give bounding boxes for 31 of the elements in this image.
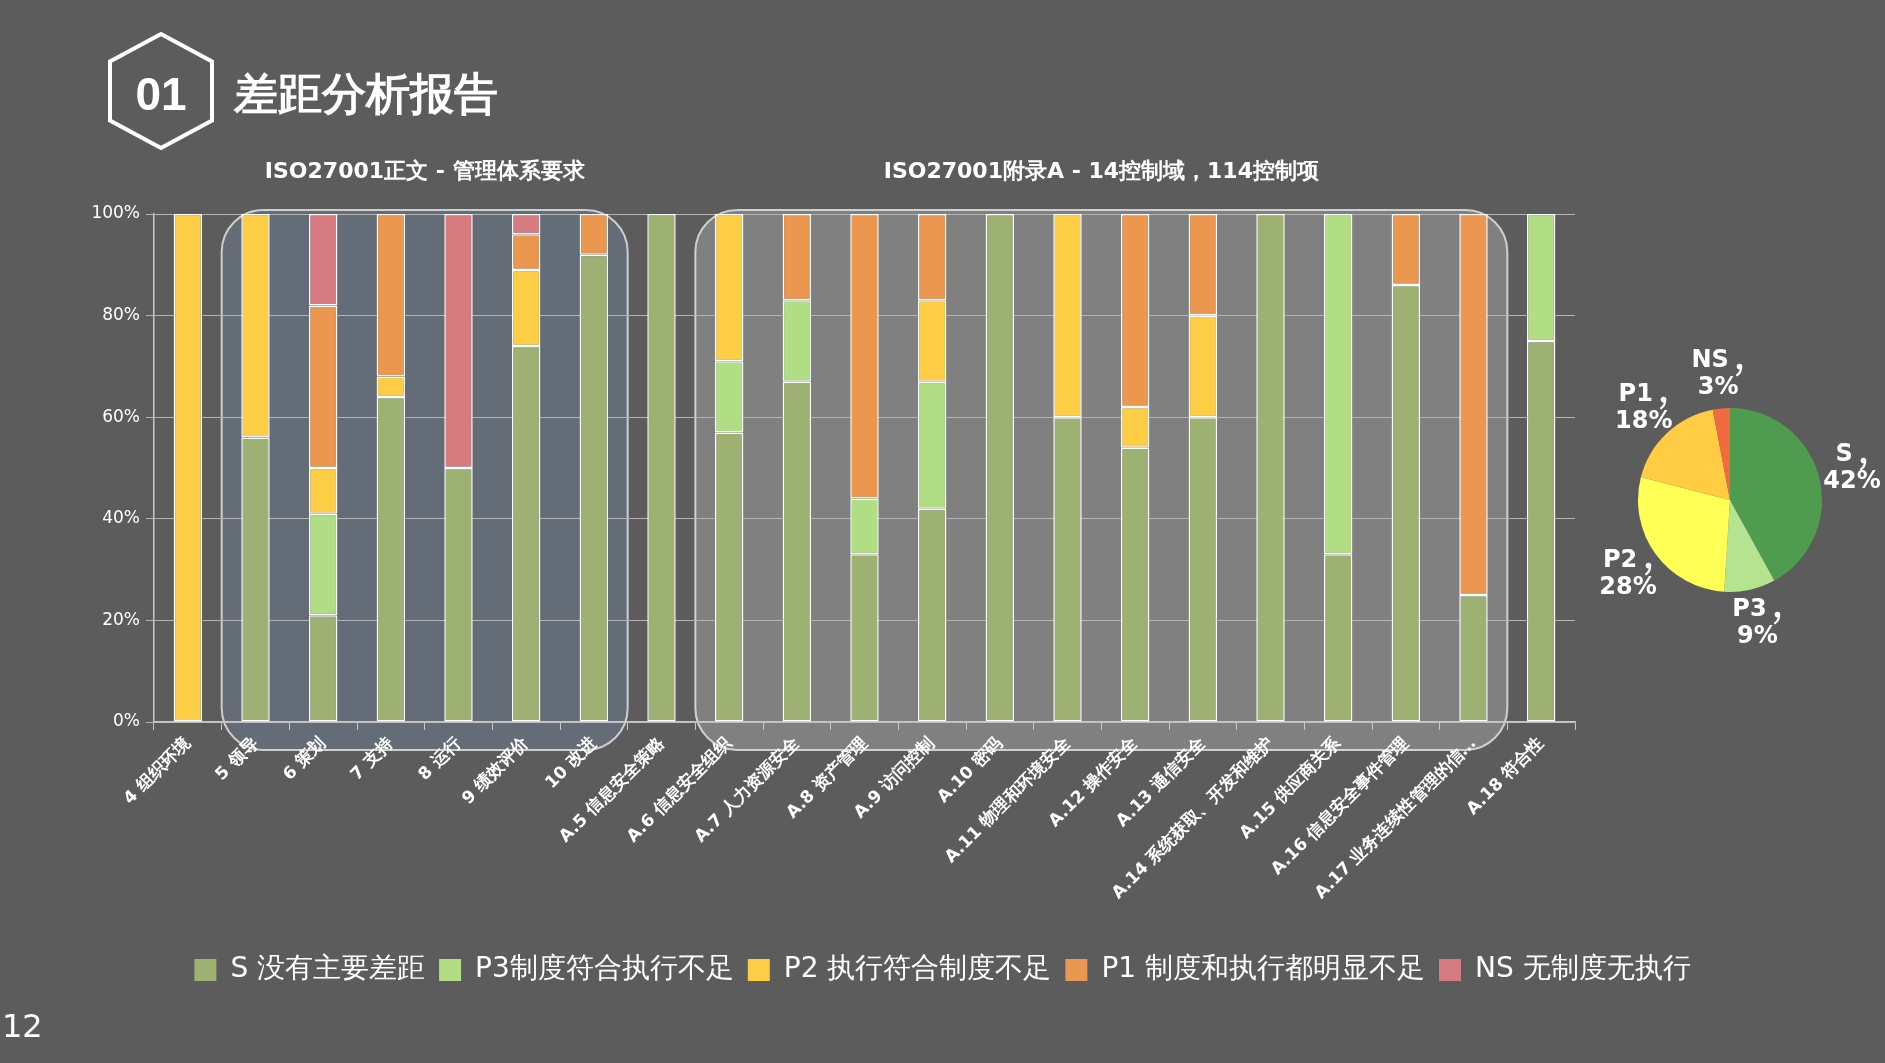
text: 12: [2, 1007, 43, 1045]
slice-label: NS: [1691, 345, 1729, 374]
legend-label: P3制度符合执行不足: [475, 951, 734, 985]
slice-label: S: [1835, 439, 1853, 468]
data-label: 3%: [1697, 372, 1739, 401]
y-tick-label: 80%: [102, 304, 140, 325]
slice-label: P1: [1618, 378, 1653, 407]
x-tick-label: 8 运行: [413, 733, 465, 784]
legend-label: P2 执行符合制度不足: [783, 951, 1052, 985]
legend-label: NS 无制度无执行: [1474, 951, 1691, 985]
y-tick-label: 20%: [102, 608, 140, 629]
legend-label: P1 制度和执行都明显不足: [1101, 951, 1425, 985]
band-label: ISO27001正文 - 管理体系要求: [264, 157, 586, 183]
chart-title: 差距分析报告: [234, 68, 498, 119]
x-tick-label: 7 支持: [346, 733, 397, 784]
x-tick-label: 4 组织环境: [119, 733, 194, 808]
slice-label: P2: [1602, 544, 1638, 573]
y-tick-label: 100%: [91, 202, 140, 223]
y-tick-label: 60%: [102, 405, 140, 426]
y-tick-label: 40%: [102, 507, 140, 528]
x-tick-label: 6 策划: [278, 733, 330, 784]
data-label: 9%: [1737, 620, 1778, 649]
data-label: 28%: [1599, 571, 1657, 600]
slice-label: P3: [1732, 593, 1767, 622]
legend-label: S 没有主要差距: [230, 951, 426, 985]
band-label: ISO27001附录A - 14控制域，114控制项: [883, 157, 1319, 183]
data-label: 42%: [1823, 466, 1881, 495]
data-label: 18%: [1615, 405, 1673, 434]
y-tick-label: 0%: [113, 710, 140, 731]
text: 01: [134, 68, 188, 120]
x-tick-label: 5 领导: [210, 733, 262, 784]
